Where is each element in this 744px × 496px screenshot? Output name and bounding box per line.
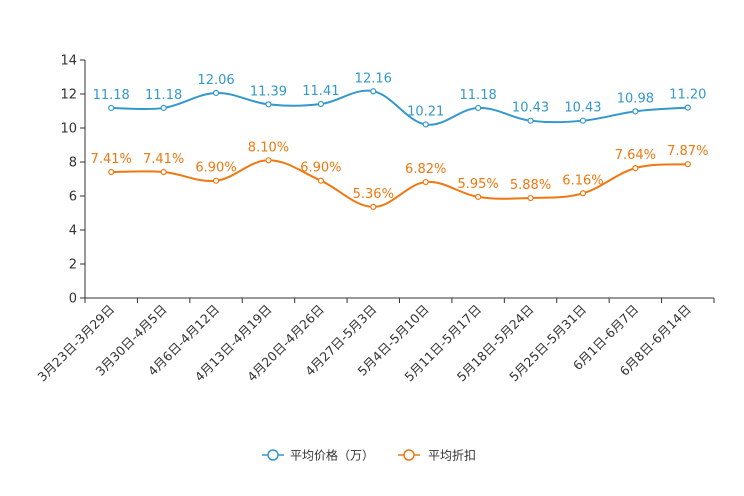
data-label: 11.18 — [93, 88, 130, 103]
series-line — [111, 159, 688, 208]
y-tick-label: 6 — [69, 190, 77, 205]
data-point[interactable] — [475, 104, 482, 112]
y-tick-label: 0 — [69, 292, 77, 307]
data-label: 7.87% — [667, 144, 708, 159]
data-label: 11.41 — [302, 84, 339, 99]
data-point[interactable] — [317, 177, 324, 184]
series-price: 11.18 11.18 12.06 11.39 11.41 12.16 10.21 11.18… — [93, 71, 706, 128]
y-tick-label: 10 — [60, 122, 77, 137]
data-point[interactable] — [632, 108, 639, 115]
data-point[interactable] — [632, 165, 639, 172]
legend-label: 平均折扣 — [428, 448, 476, 463]
data-label: 10.43 — [512, 101, 549, 116]
data-label: 5.95% — [457, 177, 498, 192]
y-tick-label: 8 — [69, 156, 77, 171]
data-label: 7.41% — [143, 152, 184, 167]
data-point[interactable] — [370, 88, 377, 95]
data-label: 10.43 — [564, 101, 601, 116]
y-tick-label: 12 — [60, 88, 77, 103]
data-point[interactable] — [160, 168, 167, 176]
data-point[interactable] — [212, 177, 220, 184]
data-label: 10.98 — [617, 91, 654, 106]
chart-axes: 024681012143月23日-3月29日3月30日-4月5日4月6日-4月1… — [34, 54, 715, 384]
legend-item-price[interactable]: 平均价格（万） — [262, 448, 374, 463]
data-label: 11.39 — [250, 84, 287, 99]
data-label: 11.18 — [145, 88, 182, 103]
data-label: 8.10% — [248, 140, 289, 155]
data-point[interactable] — [108, 104, 115, 112]
series-line — [111, 89, 688, 126]
data-point[interactable] — [108, 168, 115, 176]
chart-legend: 平均价格（万） 平均折扣 — [262, 448, 476, 463]
data-label: 7.64% — [615, 148, 656, 163]
legend-marker-icon — [267, 449, 279, 461]
data-label: 6.16% — [562, 173, 603, 188]
data-point[interactable] — [684, 104, 691, 111]
data-point[interactable] — [370, 203, 377, 210]
chart-series: 11.18 11.18 12.06 11.39 11.41 12.16 10.21 11.18… — [91, 71, 708, 210]
data-point[interactable] — [212, 89, 220, 97]
data-label: 12.06 — [197, 73, 234, 88]
data-label: 6.90% — [300, 161, 341, 176]
y-tick-label: 2 — [69, 258, 77, 273]
data-point[interactable] — [160, 104, 167, 112]
data-point[interactable] — [422, 178, 429, 186]
data-point[interactable] — [475, 193, 482, 200]
y-tick-label: 4 — [69, 224, 77, 239]
data-point[interactable] — [265, 157, 272, 164]
data-label: 7.41% — [91, 152, 132, 167]
series-discount: 7.41% 7.41% 6.90% 8.10% 6.90% 5.36% 6.82% 5.95%… — [91, 140, 708, 210]
data-point[interactable] — [579, 190, 587, 197]
data-label: 10.21 — [407, 104, 444, 119]
legend-item-discount[interactable]: 平均折扣 — [398, 448, 476, 463]
data-point[interactable] — [422, 121, 429, 128]
legend-marker-icon — [403, 449, 415, 461]
data-point[interactable] — [527, 117, 534, 124]
legend-label: 平均价格（万） — [290, 448, 374, 463]
data-point[interactable] — [684, 161, 691, 168]
data-label: 5.88% — [510, 178, 551, 193]
data-label: 12.16 — [355, 71, 392, 86]
data-point[interactable] — [527, 194, 534, 202]
data-label: 6.90% — [195, 161, 236, 176]
data-label: 11.18 — [460, 88, 497, 103]
data-label: 6.82% — [405, 162, 446, 177]
data-label: 11.20 — [669, 88, 706, 103]
y-tick-label: 14 — [60, 54, 77, 69]
data-point[interactable] — [579, 117, 587, 124]
data-point[interactable] — [317, 100, 324, 108]
data-label: 5.36% — [353, 187, 394, 202]
data-point[interactable] — [265, 101, 272, 108]
